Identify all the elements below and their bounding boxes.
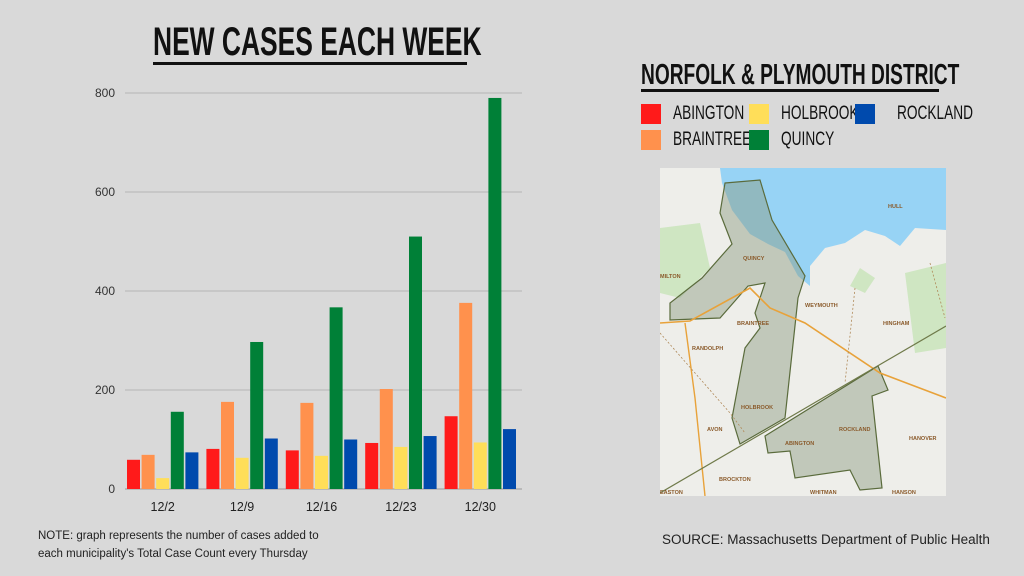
note-line-2: each municipality's Total Case Count eve… <box>38 548 308 560</box>
map-label: HANOVER <box>909 436 937 442</box>
map-water <box>720 168 946 286</box>
legend-item-rockland: ROCKLAND <box>855 103 1003 125</box>
bar-rockland-12-16 <box>344 439 358 489</box>
legend-label: QUINCY <box>781 129 835 150</box>
bar-quincy-12-30 <box>488 97 502 489</box>
y-tick-label: 800 <box>95 86 115 100</box>
map-label: AVON <box>707 427 723 433</box>
bar-rockland-12-23 <box>423 436 437 489</box>
legend-title-underline <box>641 89 939 92</box>
bar-holbrook-12-30 <box>473 442 487 489</box>
legend-swatch <box>641 130 661 150</box>
bar-quincy-12-16 <box>329 307 343 489</box>
bar-holbrook-12-23 <box>394 446 408 489</box>
bar-rockland-12-9 <box>264 438 278 489</box>
map-label: MILTON <box>660 274 681 280</box>
bar-holbrook-12-16 <box>315 455 328 489</box>
bar-quincy-12-9 <box>250 341 264 489</box>
bar-abington-12-9 <box>206 448 220 489</box>
map-town-borders <box>660 262 946 434</box>
map-label: ROCKLAND <box>839 427 870 433</box>
bar-chart: 0 200 400 600 800 12/2 12/9 12/16 12/23 12/30 <box>95 86 522 514</box>
map-district-abington-rockland <box>764 365 889 491</box>
bar-rockland-12-2 <box>185 452 199 489</box>
y-tick-label: 0 <box>108 482 115 496</box>
map-label: HANSON <box>892 490 916 496</box>
bar-braintree-12-30 <box>459 302 473 489</box>
map-label: HULL <box>888 204 903 210</box>
map-label: HINGHAM <box>883 321 910 327</box>
x-tick-label: 12/16 <box>306 500 337 514</box>
map-label: BROCKTON <box>719 477 751 483</box>
legend-label: BRAINTREE <box>673 129 752 150</box>
map-district-quincy-braintree-holbrook <box>669 179 806 445</box>
legend-item-holbrook: HOLBROOK <box>749 103 889 125</box>
bar-braintree-12-9 <box>221 401 234 489</box>
legend-label: ABINGTON <box>673 103 745 124</box>
bar-braintree-12-23 <box>379 389 393 489</box>
x-tick-label: 12/2 <box>151 500 175 514</box>
title-underline <box>153 62 467 65</box>
legend-title: NORFOLK & PLYMOUTH DISTRICT <box>641 59 960 91</box>
legend-item-quincy: QUINCY <box>749 129 855 151</box>
bar-holbrook-12-2 <box>156 478 170 489</box>
district-map: QUINCY WEYMOUTH BRAINTREE HINGHAM RANDOL… <box>660 168 946 496</box>
map-rail-line <box>660 325 946 494</box>
bar-abington-12-30 <box>444 416 458 489</box>
bar-abington-12-16 <box>285 450 299 489</box>
source-text: SOURCE: Massachusetts Department of Publ… <box>662 532 990 547</box>
bar-rockland-12-30 <box>503 429 516 489</box>
x-tick-label: 12/9 <box>230 500 254 514</box>
bar-braintree-12-2 <box>141 454 155 489</box>
map-label: WEYMOUTH <box>805 303 838 309</box>
x-tick-label: 12/30 <box>465 500 496 514</box>
bar-quincy-12-2 <box>170 411 184 489</box>
y-tick-label: 400 <box>95 284 115 298</box>
map-highway <box>684 322 706 496</box>
legend-item-braintree: BRAINTREE <box>641 129 782 151</box>
note-line-1: NOTE: graph represents the number of cas… <box>38 530 319 542</box>
legend-swatch <box>749 104 769 124</box>
y-tick-label: 200 <box>95 383 115 397</box>
legend-swatch <box>641 104 661 124</box>
map-label: HOLBROOK <box>741 405 773 411</box>
bar-braintree-12-16 <box>300 402 314 489</box>
chart-title: NEW CASES EACH WEEK <box>153 20 482 64</box>
bar-quincy-12-23 <box>409 236 422 489</box>
map-label: WHITMAN <box>810 490 837 496</box>
map-parkland <box>660 223 946 353</box>
bar-abington-12-23 <box>365 442 379 489</box>
map-label: EASTON <box>660 490 683 496</box>
legend-swatch <box>749 130 769 150</box>
bar-holbrook-12-9 <box>235 457 249 489</box>
legend-swatch <box>855 104 875 124</box>
map-label: BRAINTREE <box>737 321 769 327</box>
map-label: QUINCY <box>743 256 765 262</box>
legend-label: ROCKLAND <box>897 103 974 124</box>
map-label: RANDOLPH <box>692 346 723 352</box>
y-tick-label: 600 <box>95 185 115 199</box>
legend-label: HOLBROOK <box>781 103 859 124</box>
map-highway <box>660 287 946 399</box>
map-label: ABINGTON <box>785 441 814 447</box>
x-tick-label: 12/23 <box>385 500 416 514</box>
bar-abington-12-2 <box>127 459 140 489</box>
legend-item-abington: ABINGTON <box>641 103 772 125</box>
